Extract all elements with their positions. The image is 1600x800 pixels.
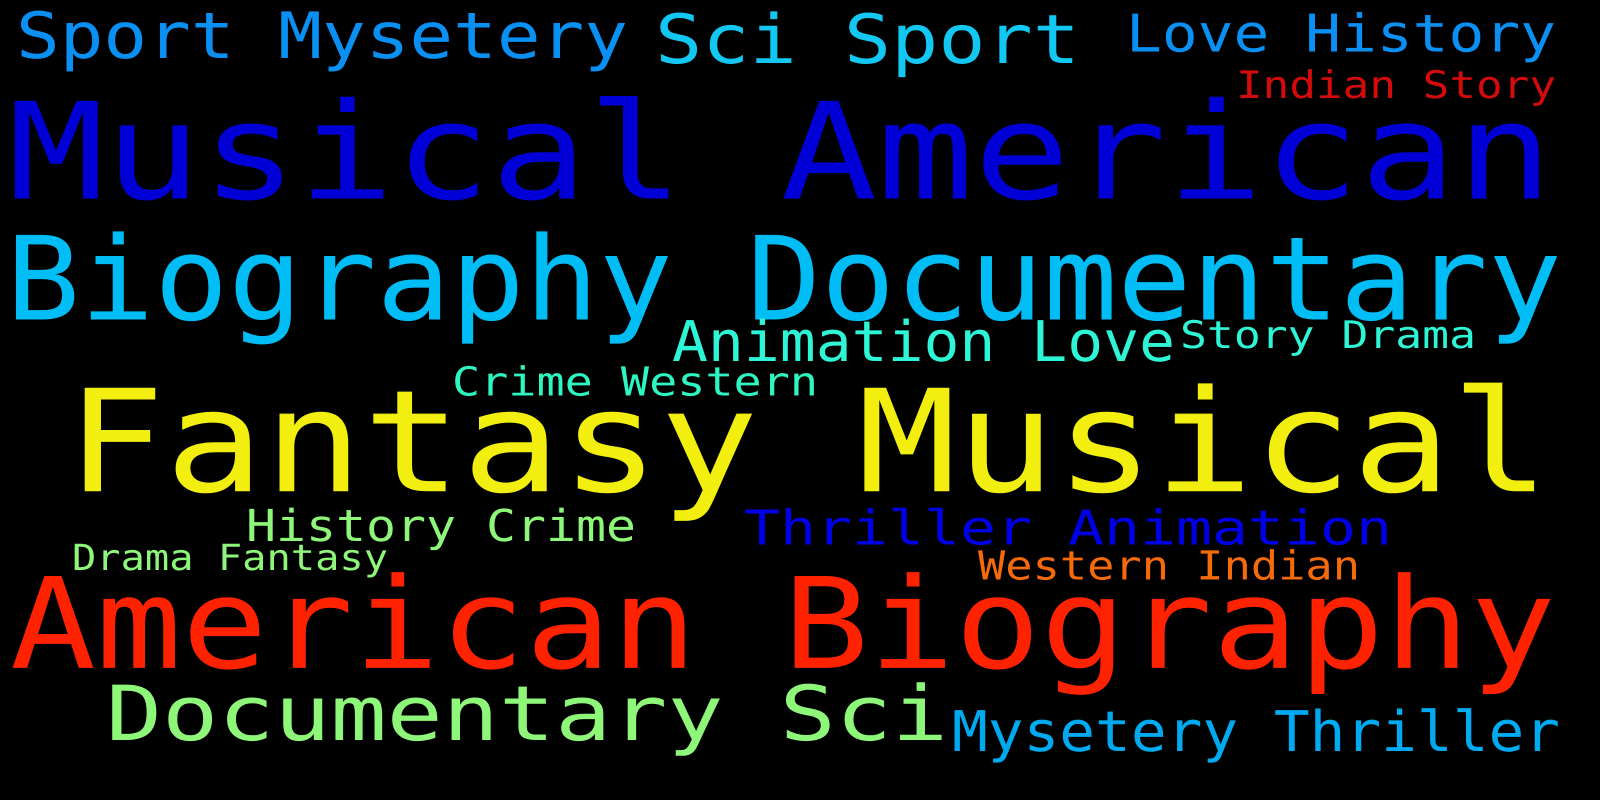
word-american-biography: American Biography: [10, 550, 1556, 699]
word-crime-western: Crime Western: [452, 358, 818, 406]
word-biography-documentary: Biography Documentary: [6, 211, 1562, 348]
word-mysetery-thriller: Mysetery Thriller: [952, 698, 1560, 765]
word-thriller-animation: Thriller Animation: [744, 499, 1392, 556]
word-musical-american: Musical American: [8, 73, 1553, 231]
word-western-indian: Western Indian: [978, 542, 1360, 590]
word-history-crime: History Crime: [246, 500, 636, 552]
word-fantasy-musical: Fantasy Musical: [66, 359, 1550, 526]
word-love-history: Love History: [1126, 3, 1556, 65]
word-animation-love: Animation Love: [672, 308, 1175, 375]
word-documentary-sci: Documentary Sci: [106, 669, 948, 759]
word-sport-mysetery: Sport Mysetery: [16, 0, 628, 74]
word-sci-sport: Sci Sport: [655, 0, 1080, 80]
word-indian-story: Indian Story: [1236, 62, 1556, 108]
word-drama-fantasy: Drama Fantasy: [72, 536, 388, 579]
word-story-drama: Story Drama: [1180, 312, 1476, 358]
